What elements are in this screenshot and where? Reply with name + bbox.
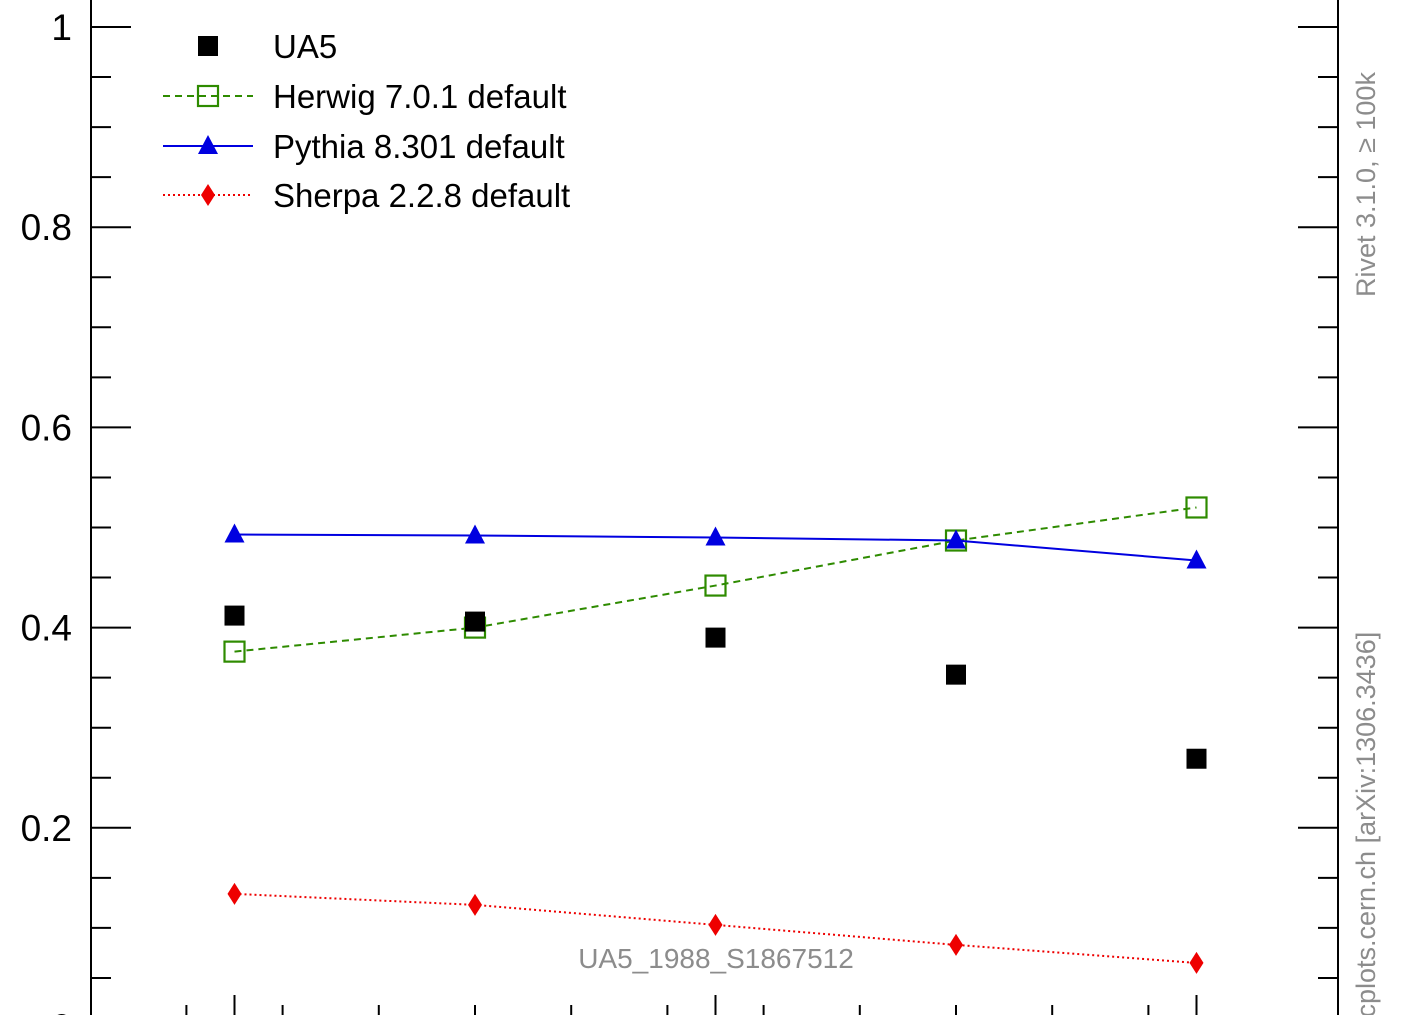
plot-frame <box>90 0 1339 1015</box>
legend-label: Sherpa 2.2.8 default <box>273 177 570 214</box>
y-tick-label: 0.6 <box>21 407 72 448</box>
y-tick-label: 0.4 <box>21 608 72 649</box>
legend-marker <box>196 84 220 108</box>
data-point <box>468 893 482 916</box>
side-label-bottom: mcplots.cern.ch [arXiv:1306.3436] <box>1351 632 1381 1015</box>
x-axis <box>185 995 1198 1015</box>
data-point <box>1189 951 1204 974</box>
legend-label: Pythia 8.301 default <box>273 128 565 165</box>
data-point <box>1185 496 1208 519</box>
data-point <box>1186 549 1207 569</box>
data-point <box>949 933 963 956</box>
series-sherpa-2-2-8-default <box>227 882 1204 974</box>
side-label-top: Rivet 3.1.0, ≥ 100k <box>1351 72 1381 297</box>
data-point <box>465 524 485 544</box>
data-point <box>227 882 242 905</box>
series-line <box>234 506 1197 653</box>
data-point <box>946 664 966 685</box>
data-point <box>224 605 245 626</box>
legend-item: Sherpa 2.2.8 default <box>163 177 570 214</box>
legend-marker <box>198 135 218 154</box>
y-tick-label: 0 <box>51 1007 72 1015</box>
y-tick-label: 0.2 <box>21 808 72 849</box>
y-tick-label: 1 <box>51 7 72 48</box>
legend-label: UA5 <box>273 28 337 65</box>
data-point <box>223 640 246 663</box>
legend-item: Herwig 7.0.1 default <box>163 78 567 115</box>
series-line <box>234 892 1197 964</box>
data-point <box>1186 748 1207 769</box>
data-point <box>704 574 727 597</box>
data-point <box>465 611 485 632</box>
y-tick-label: 0.8 <box>21 207 72 248</box>
legend: UA5 Herwig 7.0.1 default Pythia 8.301 defa… <box>163 28 570 214</box>
analysis-id-annotation: UA5_1988_S1867512 <box>578 943 854 974</box>
data-point <box>705 526 726 546</box>
data-point <box>224 523 245 543</box>
data-point <box>705 627 726 648</box>
legend-marker <box>201 184 215 206</box>
series-ua5 <box>224 605 1207 769</box>
data-point <box>946 529 966 549</box>
data-point <box>708 913 723 936</box>
series-layer <box>223 496 1208 974</box>
legend-item: Pythia 8.301 default <box>163 128 565 165</box>
legend-label: Herwig 7.0.1 default <box>273 78 567 115</box>
legend-marker <box>198 36 218 56</box>
y-axis: 0.2 0.4 0.6 0.8 1 0 <box>21 7 1338 1015</box>
legend-item: UA5 <box>198 28 337 65</box>
series-pythia-8-301-default <box>224 523 1207 569</box>
